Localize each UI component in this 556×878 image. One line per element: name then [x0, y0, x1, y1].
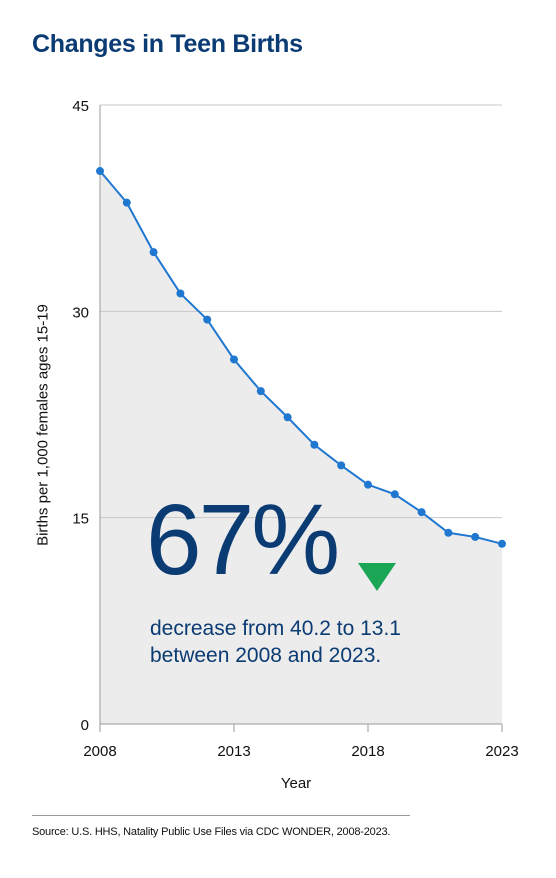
area-fill: [100, 171, 502, 724]
x-tick-label-2008: 2008: [83, 743, 116, 760]
y-tick-label-45: 45: [72, 98, 89, 115]
decrease-percentage: 67%: [146, 484, 340, 596]
data-point-2016: [310, 440, 319, 449]
data-point-2008: [96, 167, 104, 176]
data-point-2022: [471, 532, 480, 541]
series-line: [99, 170, 503, 545]
x-tick-label-2013: 2013: [217, 743, 250, 760]
data-point-2014: [256, 387, 265, 396]
y-tick-label-30: 30: [72, 304, 89, 321]
y-axis-label: Births per 1,000 females ages 15-19: [34, 304, 52, 546]
data-point-2020: [417, 508, 426, 517]
decrease-description-line-1: decrease from 40.2 to 13.1: [150, 617, 401, 640]
data-point-2015: [283, 413, 292, 422]
x-axis-label: Year: [280, 775, 312, 792]
y-tick-label-15: 15: [72, 511, 89, 528]
down-triangle-icon: [358, 563, 396, 591]
data-point-2010: [149, 248, 158, 257]
data-point-2009: [122, 198, 131, 207]
data-point-2017: [337, 461, 346, 470]
data-point-2021: [444, 528, 453, 537]
data-point-2012: [203, 315, 212, 324]
chart-title: Changes in Teen Births: [32, 30, 303, 58]
x-tick-label-2023: 2023: [485, 743, 518, 760]
source-note: Source: U.S. HHS, Natality Public Use Fi…: [32, 826, 391, 838]
data-point-2013: [230, 355, 238, 364]
decrease-description: decrease from 40.2 to 13.1 between 2008 …: [150, 615, 401, 669]
teen-births-chart: 0 15 30 45 2008 2013 2018 2023: [72, 98, 518, 760]
decrease-description-line-2: between 2008 and 2023.: [150, 644, 382, 667]
data-point-2019: [390, 490, 399, 499]
data-point-2023: [498, 539, 506, 548]
source-divider: [32, 815, 410, 816]
x-tick-label-2018: 2018: [351, 743, 384, 760]
data-point-2018: [364, 480, 372, 489]
data-point-2011: [176, 289, 185, 298]
y-tick-label-0: 0: [81, 717, 89, 734]
